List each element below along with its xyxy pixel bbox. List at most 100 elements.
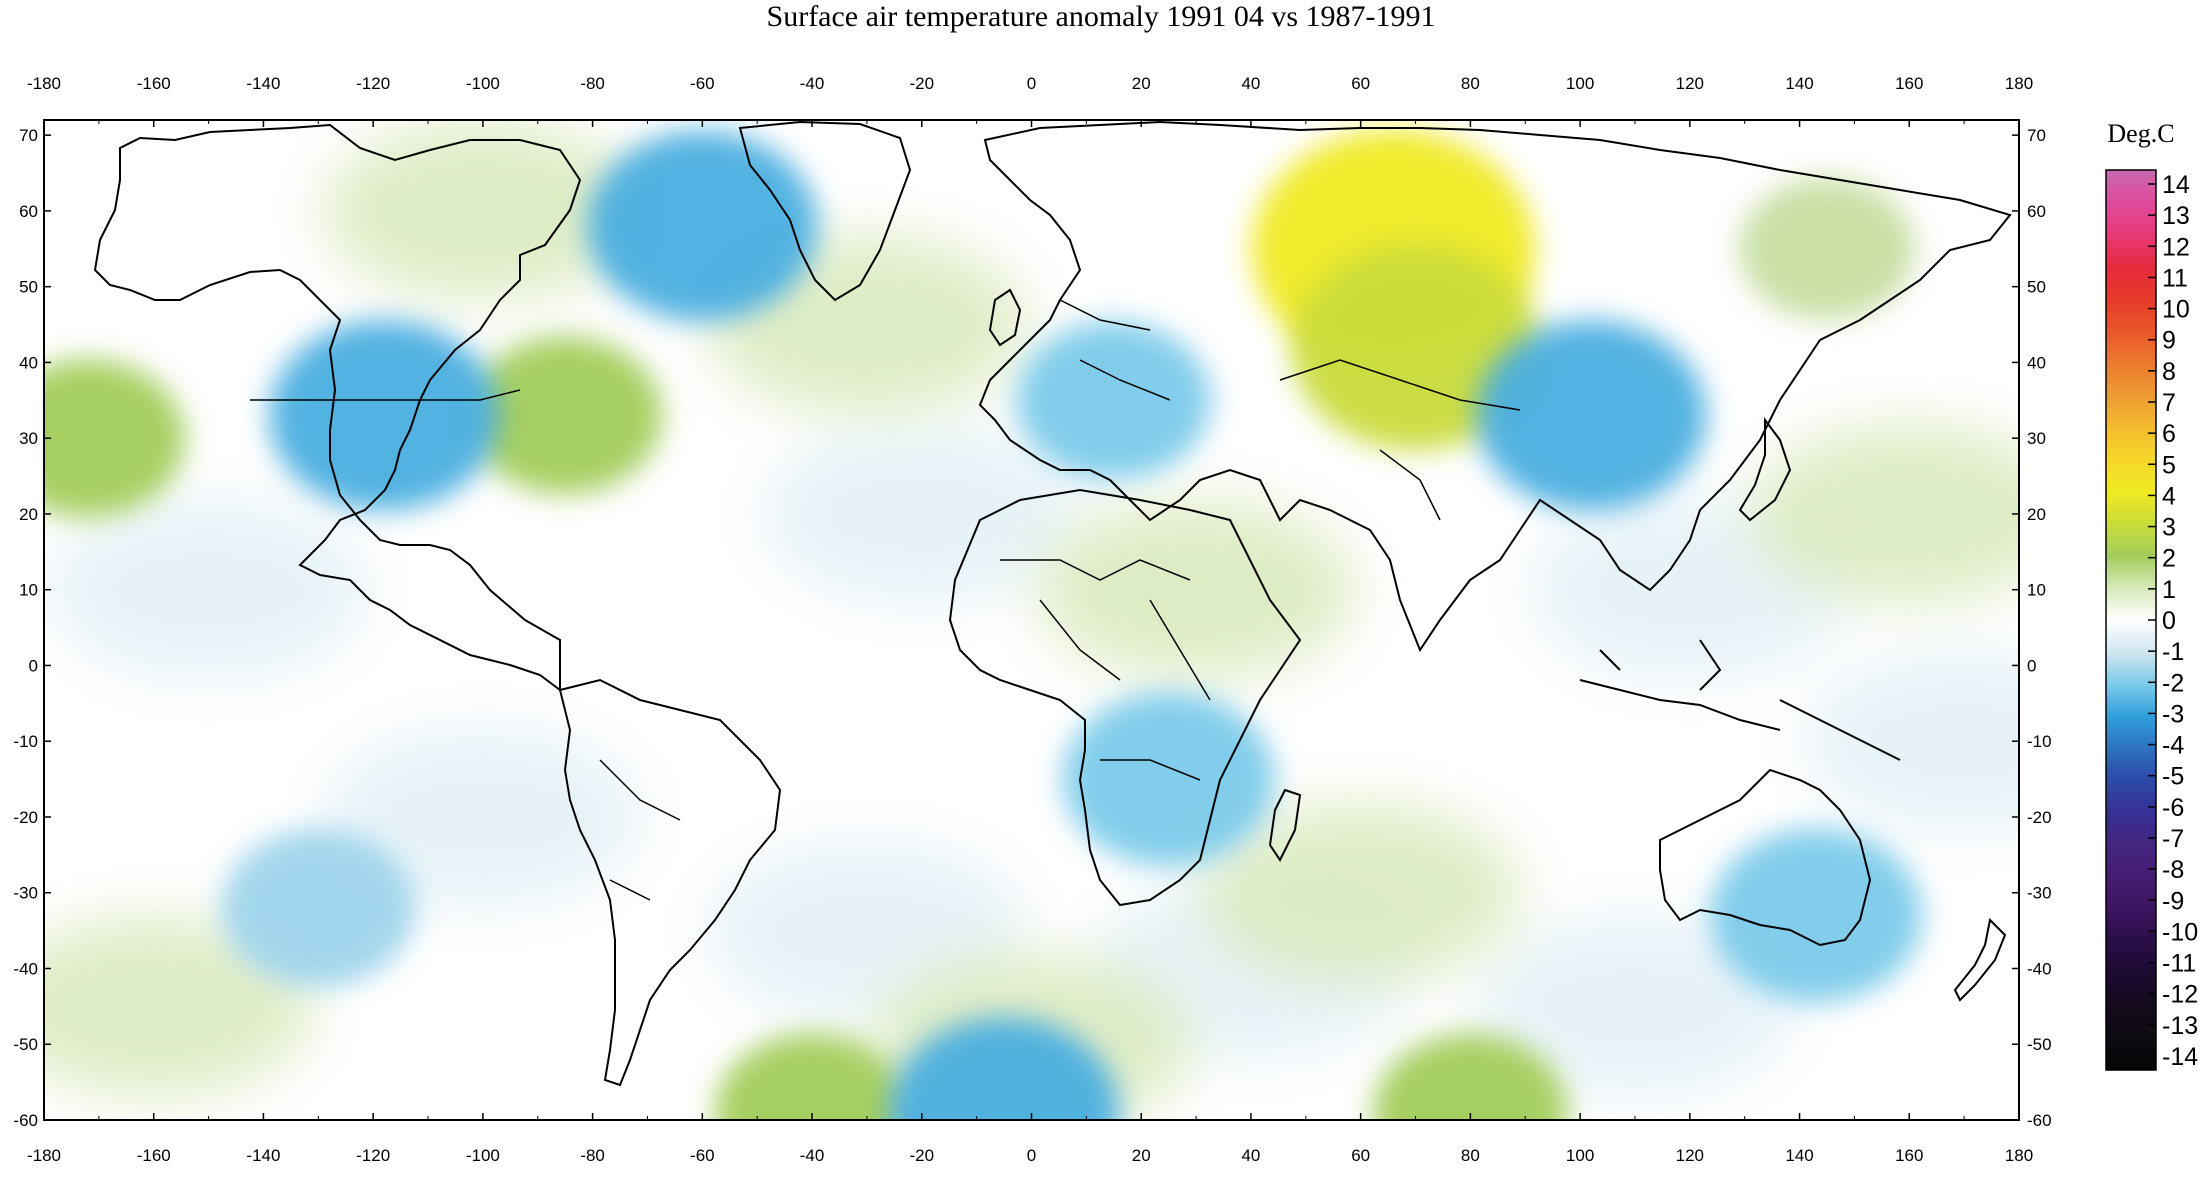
- texture-patch: [1036, 499, 1357, 680]
- lon-tick-label-bottom: -160: [137, 1146, 171, 1165]
- lat-tick-label-left: 0: [29, 656, 38, 675]
- coastline-eurasia: [978, 120, 2012, 653]
- lon-tick-label-top: -180: [27, 74, 61, 93]
- lon-tick-label-top: -120: [356, 74, 390, 93]
- lat-tick-label-left: -30: [13, 884, 38, 903]
- map-title: Surface air temperature anomaly 1991 04 …: [767, 0, 1436, 33]
- lon-tick-label-bottom: -180: [27, 1146, 61, 1165]
- colorbar-label: -7: [2162, 825, 2184, 853]
- anomaly-east-asia-warm: [1738, 177, 1915, 320]
- colorbar-unit: Deg.C: [2107, 119, 2174, 148]
- lon-tick-label-top: -140: [246, 74, 280, 93]
- lon-tick-label-bottom: 120: [1676, 1146, 1704, 1165]
- coastline-australia: [1659, 768, 1872, 947]
- lat-tick-label-right: 60: [2027, 202, 2046, 221]
- lon-tick-label-bottom: -140: [246, 1146, 280, 1165]
- borders-americas: [250, 389, 681, 901]
- lon-tick-label-bottom: 40: [1241, 1146, 1260, 1165]
- borders-africa: [1000, 559, 1211, 781]
- colorbar-label: 12: [2162, 233, 2190, 261]
- texture-patch: [44, 916, 314, 1097]
- lat-tick-label-left: 30: [19, 429, 38, 448]
- colorbar: Deg.C 14131211109876543210-1-2-3-4-5-6-7…: [2105, 119, 2198, 1071]
- colorbar-label: 9: [2162, 327, 2176, 355]
- coastline-japan: [1738, 417, 1792, 522]
- lon-tick-label-bottom: 20: [1132, 1146, 1151, 1165]
- texture-patch: [322, 120, 643, 301]
- texture-patch: [48, 499, 369, 680]
- coastline-indonesia: [1579, 639, 1901, 761]
- lat-tick-label-left: 10: [19, 581, 38, 600]
- coastline-north-america: [93, 123, 582, 692]
- colorbar-label: -13: [2162, 1012, 2198, 1040]
- lon-tick-label-top: 140: [1785, 74, 1813, 93]
- lat-tick-label-right: 50: [2027, 278, 2046, 297]
- anomaly-fields: [44, 129, 1923, 1120]
- colorbar-label: 13: [2162, 202, 2190, 230]
- colorbar-label: 3: [2162, 514, 2176, 542]
- anomaly-southern-africa-cold: [1062, 692, 1275, 867]
- texture-patch: [761, 423, 1082, 604]
- lon-tick-label-top: 120: [1676, 74, 1704, 93]
- lat-tick-label-right: 30: [2027, 429, 2046, 448]
- lat-tick-label-right: -30: [2027, 884, 2052, 903]
- lat-tick-label-right: 40: [2027, 353, 2046, 372]
- lon-tick-label-bottom: -40: [800, 1146, 825, 1165]
- colorbar-label: 2: [2162, 545, 2176, 573]
- anomaly-australia-cold: [1710, 828, 1923, 1003]
- colorbar-label: -12: [2162, 981, 2198, 1009]
- coastlines: [93, 120, 2012, 1087]
- anomaly-eastern-us-warm: [468, 336, 663, 495]
- lon-tick-label-top: -20: [909, 74, 934, 93]
- borders-eurasia: [1059, 299, 1521, 521]
- lon-tick-label-bottom: 60: [1351, 1146, 1370, 1165]
- lat-tick-label-left: -40: [13, 959, 38, 978]
- colorbar-label: -1: [2162, 638, 2184, 666]
- anomaly-antarctic-warm-1: [715, 1033, 910, 1120]
- plot-area: [44, 120, 2019, 1120]
- lon-tick-label-top: -80: [580, 74, 605, 93]
- colorbar-label: -3: [2162, 700, 2184, 728]
- lat-tick-label-right: 10: [2027, 581, 2046, 600]
- anomaly-central-asia-warm: [1291, 244, 1540, 451]
- colorbar-label: -11: [2162, 950, 2196, 978]
- anomaly-pacific-warm: [44, 359, 185, 518]
- lon-tick-label-bottom: -80: [580, 1146, 605, 1165]
- lon-tick-label-top: -40: [800, 74, 825, 93]
- lat-ticks-right: 70 60 50 40 30 20 10 0 -10 -20 -30 -40 -50 -60: [2012, 126, 2052, 1130]
- texture-patch: [322, 726, 643, 907]
- lon-tick-label-top: 40: [1241, 74, 1260, 93]
- lon-tick-label-top: 80: [1461, 74, 1480, 93]
- lon-tick-label-top: -60: [690, 74, 715, 93]
- colorbar-label: -9: [2162, 887, 2184, 915]
- anomaly-western-us-cold: [269, 320, 500, 511]
- lon-tick-label-bottom: -100: [466, 1146, 500, 1165]
- texture-patch: [1474, 916, 1795, 1097]
- lon-tick-label-bottom: 160: [1895, 1146, 1923, 1165]
- lon-tick-label-bottom: 80: [1461, 1146, 1480, 1165]
- lon-tick-label-bottom: -20: [909, 1146, 934, 1165]
- colorbar-label: 8: [2162, 358, 2176, 386]
- anomaly-mongolia-cold: [1476, 320, 1707, 511]
- lat-tick-label-left: -10: [13, 732, 38, 751]
- colorbar-label: -5: [2162, 763, 2184, 791]
- lon-tick-label-bottom: 100: [1566, 1146, 1594, 1165]
- lon-tick-label-bottom: 0: [1027, 1146, 1036, 1165]
- lat-tick-label-right: 20: [2027, 505, 2046, 524]
- lat-tick-label-left: -20: [13, 808, 38, 827]
- coastline-south-america: [558, 678, 782, 1087]
- lon-tick-label-bottom: 140: [1785, 1146, 1813, 1165]
- colorbar-label: -4: [2162, 732, 2184, 760]
- texture-patch: [1749, 423, 2019, 604]
- anomaly-antarctic-cold: [889, 1017, 1120, 1120]
- colorbar-label: 5: [2162, 451, 2176, 479]
- colorbar-label: 7: [2162, 389, 2176, 417]
- lon-ticks-bottom: -180 -160 -140 -120 -100 -80 -60 -40 -20 0 20 40 60 8…: [27, 1113, 2033, 1165]
- lat-tick-label-right: -20: [2027, 808, 2052, 827]
- coastline-africa: [948, 488, 1302, 907]
- lon-tick-label-top: 100: [1566, 74, 1594, 93]
- colorbar-label: 1: [2162, 576, 2176, 604]
- colorbar-label: 0: [2162, 607, 2176, 635]
- lat-tick-label-left: 60: [19, 202, 38, 221]
